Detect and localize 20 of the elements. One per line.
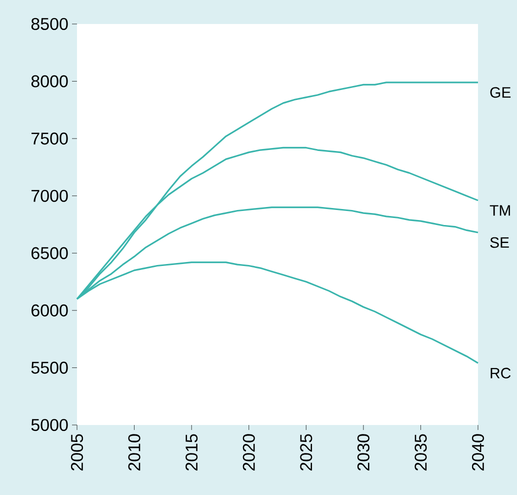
y-tick-label: 7500 <box>32 132 68 145</box>
y-tick-label: 6000 <box>32 304 68 316</box>
series-label: TM <box>490 205 510 216</box>
series-label: SE <box>490 237 509 248</box>
y-tick-label: 6500 <box>32 247 68 260</box>
x-tick-label: 2020 <box>242 434 255 470</box>
y-tick-label: 8000 <box>31 75 68 88</box>
y-tick-label: 8500 <box>31 18 68 30</box>
x-tick-label: 2010 <box>128 434 140 470</box>
x-tick-label: 2025 <box>300 434 312 470</box>
y-tick-label: 5500 <box>31 362 68 374</box>
x-tick-label: 2040 <box>472 434 484 470</box>
x-tick-label: 2030 <box>357 434 370 470</box>
y-tick-label: 5000 <box>31 418 68 432</box>
x-tick-label: 2015 <box>186 434 198 470</box>
x-tick-label: 2005 <box>70 434 84 470</box>
y-tick-label: 7000 <box>32 190 68 202</box>
series-label: RC <box>490 368 511 378</box>
series-label: GE <box>490 87 511 98</box>
x-tick-label: 2035 <box>414 434 427 470</box>
